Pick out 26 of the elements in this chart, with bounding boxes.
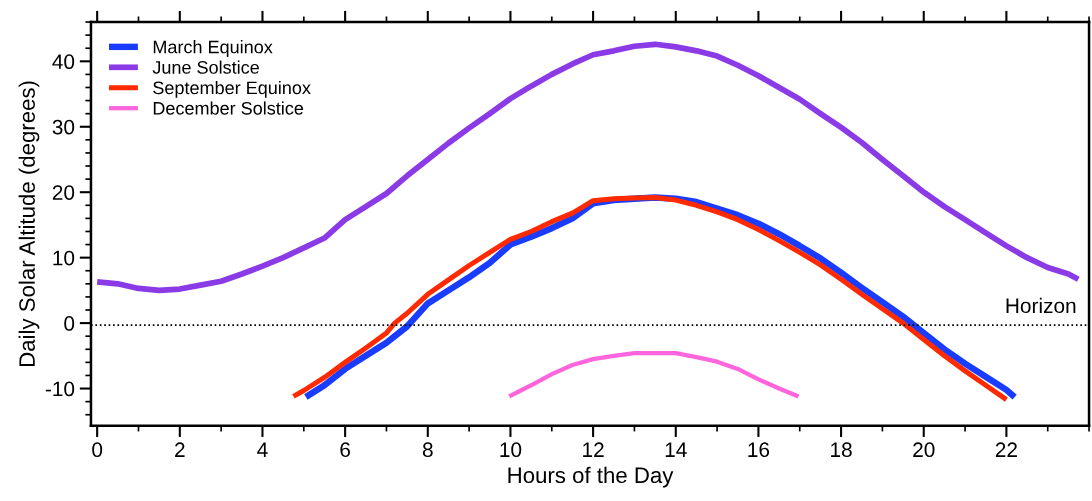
x-tick-label: 18 [831, 442, 852, 458]
x-tick-label: 0 [92, 442, 103, 458]
x-tick-label: 14 [665, 442, 687, 457]
y-axis-title: Daily Solar Altitude (degrees) [18, 81, 40, 367]
line-series [507, 351, 801, 399]
y-tick-label: 20 [52, 185, 75, 200]
x-tick-label: 22 [995, 442, 1017, 457]
ref-line-label: Horizon [1006, 297, 1076, 314]
x-tick-label: 10 [500, 442, 522, 458]
legend-label: June Solstice [152, 60, 259, 74]
y-tick-label: 40 [52, 54, 75, 70]
x-tick-label: 12 [583, 442, 604, 457]
x-tick-label: 8 [422, 442, 433, 458]
legend-label: December Solstice [153, 101, 304, 115]
legend-label: September Equinox [153, 80, 311, 98]
x-axis-title: Hours of the Day [508, 466, 674, 488]
x-tick-label: 16 [748, 442, 770, 458]
y-tick-label: 30 [52, 119, 75, 135]
y-tick-label: -10 [45, 381, 75, 397]
y-tick-label: 0 [64, 316, 75, 331]
y-tick-label: 10 [53, 250, 75, 266]
x-tick-label: 20 [913, 442, 935, 458]
x-tick-label: 6 [340, 442, 351, 458]
x-tick-label: 4 [257, 442, 268, 457]
legend-label: March Equinox [153, 40, 273, 57]
x-tick-label: 2 [175, 442, 185, 457]
